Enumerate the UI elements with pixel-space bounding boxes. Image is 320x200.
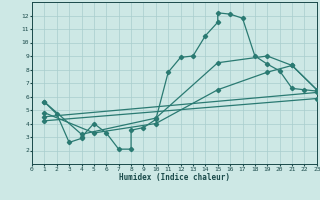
X-axis label: Humidex (Indice chaleur): Humidex (Indice chaleur) — [119, 173, 230, 182]
